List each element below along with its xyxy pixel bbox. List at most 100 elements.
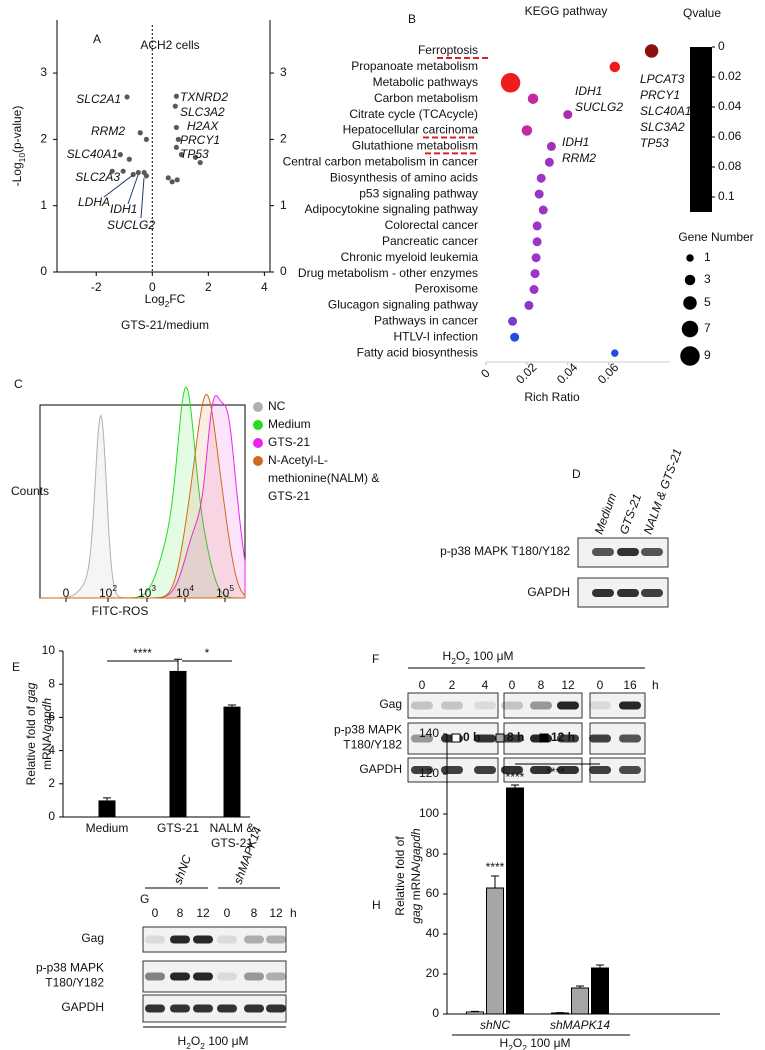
blot-band: [589, 766, 611, 774]
point: [135, 169, 141, 176]
x-tick-label: 105: [216, 583, 234, 600]
blot-frame: [142, 960, 287, 993]
significance: ****: [546, 765, 565, 779]
treatment-label-part: H: [178, 1034, 187, 1048]
treatment-label-part: 100 μM: [205, 1034, 249, 1048]
y-tick-label: 0: [40, 264, 47, 278]
treatment-label-part: H: [443, 649, 452, 663]
bubble: [538, 205, 548, 215]
lane-label: 4: [482, 678, 489, 692]
x-tick-label: shNC: [480, 1018, 510, 1032]
gene-label: TP53: [640, 136, 669, 150]
y-axis-label-part: mRNA/: [409, 861, 423, 904]
row-label: T180/Y182: [45, 976, 104, 990]
gene-label: TP53: [180, 147, 209, 161]
leader: [127, 174, 139, 205]
legend-swatch: [253, 438, 263, 448]
lane-label: 0: [152, 906, 159, 920]
point: [173, 93, 179, 99]
treatment-label-part: H: [500, 1036, 509, 1050]
y-tick-label: 60: [426, 886, 440, 900]
panel-letter: E: [12, 660, 20, 674]
bubble: [532, 237, 542, 247]
legend-label: methionine(NALM) &: [268, 471, 379, 485]
colorbar-tick-label: 0.02: [718, 69, 742, 83]
gene-label: TXNRD2: [180, 90, 228, 104]
lane-label: 16: [623, 678, 637, 692]
point: [173, 124, 179, 131]
treatment-label-part: O: [456, 649, 465, 663]
y-tick-label: 0: [48, 809, 55, 823]
size-key-label: 3: [704, 272, 711, 286]
y-tick-label: 2: [48, 776, 55, 790]
category-label: Citrate cycle (TCAcycle): [349, 107, 478, 121]
y-axis-label: gag mRNA/gapdh: [409, 828, 423, 924]
lane-label: 8: [538, 678, 545, 692]
point: [143, 173, 150, 179]
point: [143, 136, 150, 142]
legend-swatch: [451, 733, 461, 743]
point: [124, 94, 130, 100]
blot-band: [474, 734, 496, 743]
column-label: Medium: [592, 491, 620, 536]
y-tick-label: 40: [426, 926, 440, 940]
blot-band: [411, 701, 433, 710]
colorbar-tick-label: 0.06: [718, 129, 742, 143]
blot-band: [474, 766, 496, 774]
bar: [169, 670, 187, 817]
x-tick-label-part: 5: [229, 583, 234, 593]
lane-label: 0: [509, 678, 516, 692]
gene-label: IDH1: [562, 135, 589, 149]
blot-band: [193, 972, 213, 981]
blot-band: [501, 734, 523, 743]
y-axis-label-part: Relative fold of: [393, 836, 407, 916]
treatment-label-part: 2: [465, 656, 470, 666]
bubble: [563, 110, 573, 120]
row-label: Gag: [379, 697, 402, 711]
bubble: [510, 332, 520, 342]
unit-label: h: [290, 906, 297, 920]
category-label: Biosynthesis of amino acids: [330, 170, 478, 184]
bubble: [546, 141, 556, 151]
significance: *: [205, 646, 210, 660]
category-label: Colorectal cancer: [385, 218, 478, 232]
size-key: [680, 346, 700, 366]
bubble: [536, 173, 546, 183]
x-tick-label: 2: [205, 280, 212, 294]
treatment-label-part: O: [513, 1036, 522, 1050]
chart-title: ACH2 cells: [140, 38, 199, 52]
gene-label: SLC3A2: [640, 120, 685, 134]
blot-band: [411, 734, 433, 743]
x-tick-label: 0.02: [513, 360, 540, 387]
x-tick-label: 0: [478, 366, 493, 381]
gene-label: LDHA: [78, 195, 110, 209]
row-label: GAPDH: [527, 585, 570, 599]
blot-band: [145, 935, 165, 944]
lane-label: 12: [269, 906, 283, 920]
blot-band: [217, 935, 237, 944]
error-bar: [228, 704, 236, 707]
panel-letter: C: [14, 377, 23, 391]
category-label: Hepatocellular carcinoma: [343, 123, 479, 137]
x-tick-label: GTS-21: [157, 821, 199, 835]
blot-band: [501, 701, 523, 710]
blot-band: [266, 972, 286, 981]
x-tick-label: GTS-21: [211, 836, 253, 850]
legend-label: GTS-21: [268, 489, 310, 503]
column-label: GTS-21: [617, 492, 645, 536]
bar: [466, 1011, 484, 1015]
blot-band: [441, 766, 463, 774]
blot-band: [619, 766, 641, 774]
bubble: [508, 316, 518, 326]
category-label: Carbon metabolism: [374, 91, 478, 105]
treatment-label: H2O2 100 μM: [500, 1036, 571, 1050]
x-axis-label-part: FC: [169, 292, 185, 306]
colorbar-tick-label: 0.1: [718, 189, 735, 203]
x-tick-label-part: 10: [216, 586, 230, 600]
gene-label: SLC40A1: [640, 104, 691, 118]
blot-band: [145, 1004, 165, 1013]
gene-label: IDH1: [575, 84, 602, 98]
bubble: [500, 73, 521, 93]
blot-frame: [407, 692, 499, 719]
